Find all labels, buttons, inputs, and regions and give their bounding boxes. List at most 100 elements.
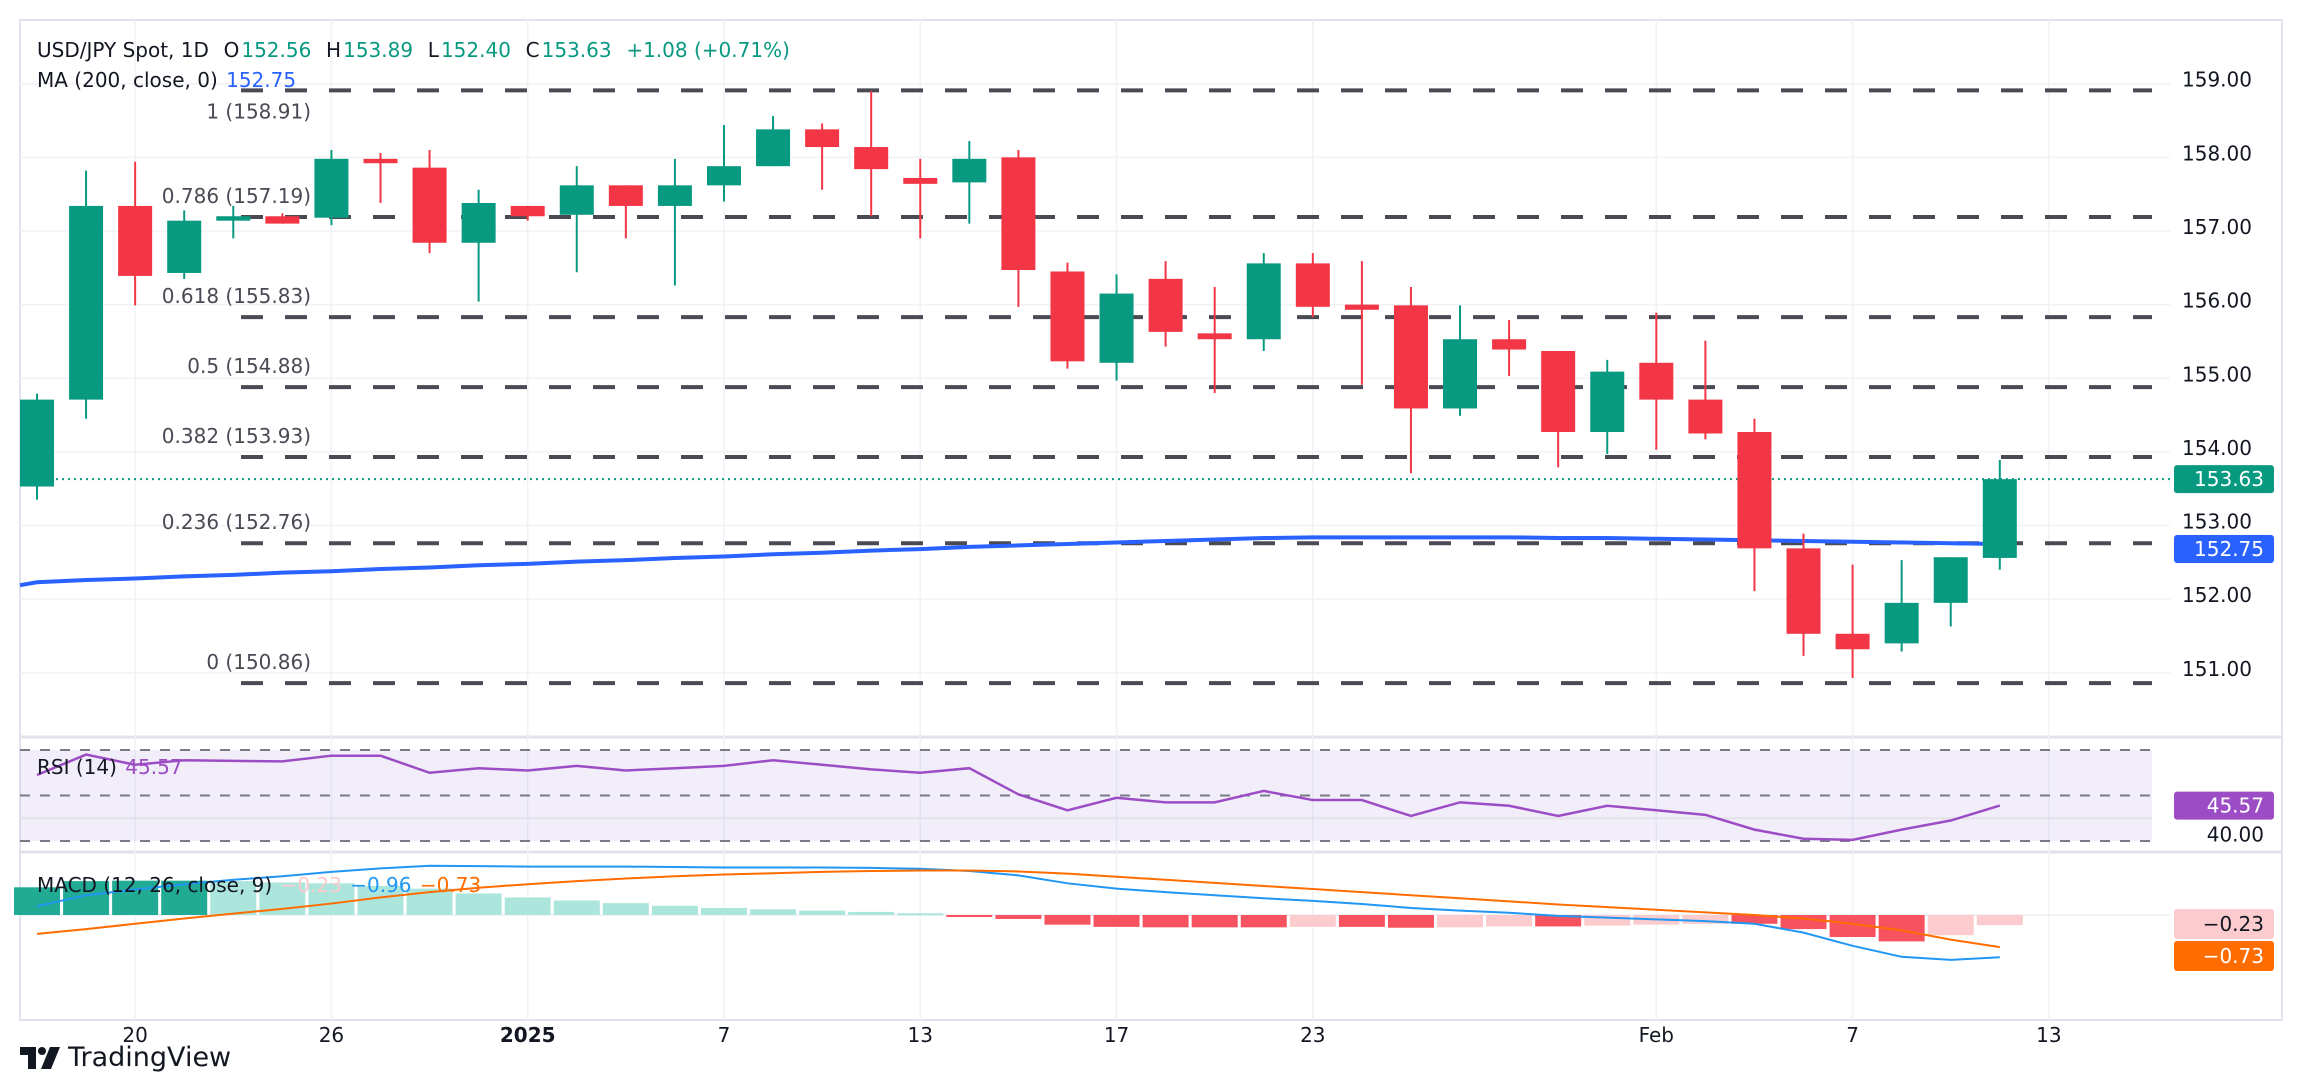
time-axis-label: Feb — [1639, 1023, 1674, 1047]
candle-body — [1246, 263, 1281, 340]
candle — [1590, 359, 1625, 455]
candle-body — [1344, 304, 1379, 310]
price-axis-label: 151.00 — [2182, 657, 2252, 681]
candle — [1148, 261, 1183, 347]
macd-histogram-bar — [357, 885, 404, 915]
macd-histogram-bar — [308, 883, 355, 915]
macd-histogram-bar — [700, 907, 747, 915]
time-axis-label: 26 — [319, 1023, 344, 1047]
candle-body — [1933, 557, 1968, 603]
candle — [706, 124, 741, 202]
chart-frame — [19, 19, 2283, 1021]
macd-legend[interactable]: MACD (12, 26, close, 9) −0.23 −0.96 −0.7… — [37, 873, 483, 897]
candle — [1541, 351, 1576, 468]
candle-body — [1982, 479, 2017, 558]
macd-histogram-bar — [946, 915, 993, 917]
macd-histogram-bar — [897, 913, 944, 916]
candle — [903, 158, 938, 239]
macd-histogram-bar — [1387, 915, 1434, 928]
macd-histogram-bar — [1142, 915, 1189, 928]
fib-level-label: 0 (150.86) — [206, 650, 311, 674]
macd-histogram-bar — [504, 897, 551, 915]
fib-level-label: 0.786 (157.19) — [162, 184, 311, 208]
ma-legend[interactable]: MA (200, close, 0) 152.75 — [37, 68, 298, 92]
candle-body — [1295, 263, 1330, 307]
high-label: H — [326, 38, 342, 62]
open-label: O — [223, 38, 240, 62]
price-axis-label: 158.00 — [2182, 141, 2252, 165]
symbol-title: USD/JPY Spot, 1D — [37, 38, 209, 62]
high-value: 153.89 — [343, 38, 414, 62]
price-axis-label: 159.00 — [2182, 68, 2252, 92]
candle — [69, 170, 104, 419]
candle-body — [1050, 271, 1085, 362]
candle-body — [412, 167, 447, 243]
candle — [216, 205, 251, 239]
candle-body — [1688, 399, 1723, 434]
fib-level-label: 0.618 (155.83) — [162, 284, 311, 308]
candle-body — [1541, 351, 1576, 433]
tradingview-logo-icon — [20, 1046, 60, 1069]
candle — [1295, 253, 1330, 318]
macd-histogram-bar — [210, 881, 257, 915]
candle — [1786, 533, 1821, 656]
price-axis-label: 155.00 — [2182, 362, 2252, 386]
rsi-legend[interactable]: RSI (14) 45.57 — [37, 755, 185, 779]
macd-histogram-bar — [651, 905, 698, 915]
macd-signal-value: −0.73 — [419, 873, 482, 897]
candle — [20, 393, 54, 500]
macd-line — [36, 864, 2000, 961]
macd-histogram-bar — [799, 910, 846, 915]
time-axis-label: 17 — [1104, 1023, 1129, 1047]
macd-line-value: −0.96 — [350, 873, 412, 897]
candle-body — [1590, 371, 1625, 433]
candle — [1933, 557, 1968, 627]
fib-level-label: 0.5 (154.88) — [187, 354, 311, 378]
candle-body — [265, 216, 300, 224]
macd-histogram-bar — [14, 887, 60, 915]
candle — [559, 166, 594, 273]
candle — [1001, 149, 1036, 307]
macd-label: MACD (12, 26, close, 9) — [37, 873, 273, 897]
rsi-value: 45.57 — [125, 755, 183, 779]
price-axis-label: 156.00 — [2182, 289, 2252, 313]
candle-body — [167, 220, 202, 273]
candle-body — [706, 166, 741, 186]
macd-histogram-bar — [553, 900, 600, 915]
candle-body — [461, 202, 496, 243]
candle-body — [952, 158, 987, 183]
candle-body — [608, 185, 643, 206]
macd-histogram-bar — [995, 915, 1042, 919]
macd-histogram-bar — [1731, 915, 1778, 924]
ma-price-tag: 152.75 — [2194, 537, 2264, 561]
macd-histogram-bar — [1338, 915, 1385, 927]
time-axis-label: 13 — [908, 1023, 933, 1047]
candle — [1050, 262, 1085, 369]
fib-level-label: 0.236 (152.76) — [162, 510, 311, 534]
time-axis-label: 20 — [122, 1023, 147, 1047]
macd-histogram-bar — [1240, 915, 1287, 928]
macd-signal-line — [36, 869, 2000, 949]
time-axis-label: 7 — [1846, 1023, 1859, 1047]
time-axis-label: 13 — [2036, 1023, 2061, 1047]
macd-hist-value: −0.23 — [280, 873, 342, 897]
price-axis-label: 154.00 — [2182, 436, 2252, 460]
ma-value: 152.75 — [226, 68, 297, 92]
change-value: +1.08 (+0.71%) — [626, 38, 790, 62]
rsi-axis-label: 40.00 — [2207, 823, 2264, 847]
macd-histogram-bar — [1535, 915, 1582, 927]
tradingview-logo[interactable]: TradingView — [20, 1042, 231, 1073]
candle-body — [69, 205, 104, 400]
candle — [314, 149, 349, 226]
low-value: 152.40 — [440, 38, 511, 62]
candle — [363, 152, 398, 203]
macd-hist-tag: −0.23 — [2203, 912, 2264, 936]
candle — [1884, 560, 1919, 652]
macd-histogram-bar — [1486, 915, 1533, 927]
time-axis-label: 2025 — [500, 1023, 556, 1047]
candle — [1492, 320, 1527, 377]
candle-body — [1001, 157, 1036, 271]
ma200-line — [19, 535, 2000, 588]
ohlc-legend: USD/JPY Spot, 1D O 152.56 H 153.89 L 152.40… — [37, 38, 792, 62]
